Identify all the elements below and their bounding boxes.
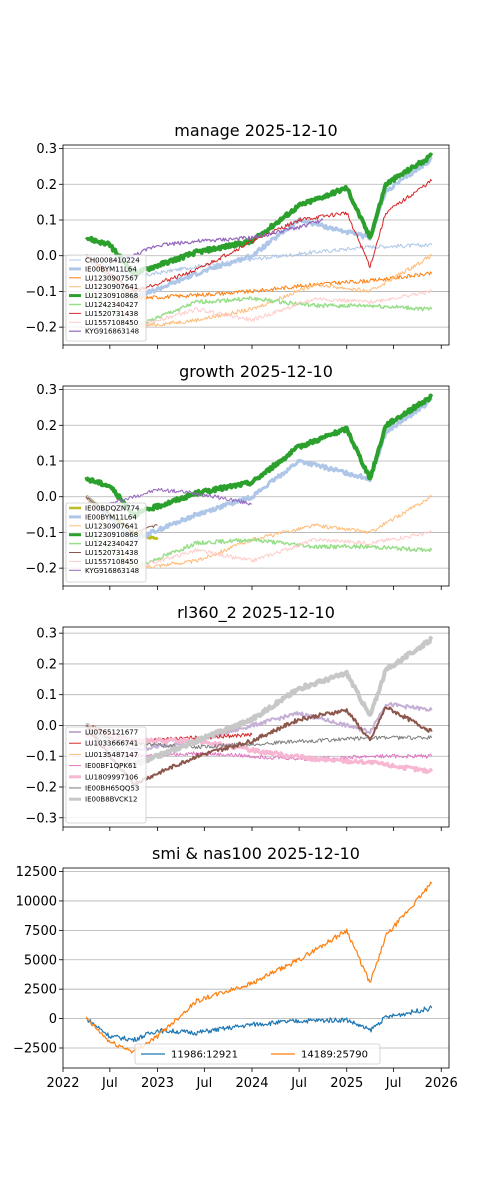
- legend-label: LU1230907567: [85, 274, 138, 282]
- x-tick-label: 2023: [141, 1076, 174, 1091]
- chart-title: growth 2025-12-10: [179, 362, 333, 381]
- legend: LU0765121677 LU1033666741 LU0135487147 IE00…: [65, 726, 147, 824]
- legend-label: LU1520731438: [85, 310, 138, 318]
- chart-panel-3: rl360_2 2025-12-10 −0.3 −0.2 −0.1 0.0 0.1 0.2 0…: [25, 603, 450, 831]
- legend-box: [65, 502, 147, 583]
- y-tick-label: 0.3: [36, 383, 57, 398]
- chart-title: smi & nas100 2025-12-10: [152, 844, 360, 863]
- legend-label: LU1230907641: [85, 283, 138, 291]
- legend-box: [65, 726, 147, 824]
- legend-label: LU1033666741: [85, 740, 138, 748]
- legend-label: KYG916863148: [85, 328, 139, 336]
- y-tick-label: 0.1: [36, 455, 57, 470]
- legend-label: KYG916863148: [85, 567, 139, 575]
- legend-label: IE00BH65QQ53: [85, 785, 139, 793]
- axes-frame: [62, 144, 450, 346]
- legend: IE00BDQZN774IE00BYM11L64LU1230907641LU12…: [65, 502, 147, 583]
- y-tick-label: 0.0: [36, 249, 57, 264]
- legend-box: [65, 254, 147, 342]
- y-tick-label: 2500: [24, 983, 57, 998]
- series-line-1: [86, 1005, 433, 1043]
- y-tick-label: 7500: [24, 924, 57, 939]
- y-tick-label: 0.1: [36, 688, 57, 703]
- y-tick-label: 0.0: [36, 490, 57, 505]
- legend-label: LU1809997106: [85, 773, 139, 781]
- series-line-2: [85, 881, 433, 1054]
- series-line-8: [109, 487, 253, 506]
- legend-label: LU1242340427: [85, 301, 138, 309]
- y-tick-label: 10000: [16, 894, 57, 909]
- chart-panel-1: manage 2025-12-10 −0.2 −0.1 0.0 0.1 0.2 0.3 CH0…: [25, 121, 450, 349]
- y-tick-label: 0.2: [36, 657, 57, 672]
- chart-panel-2: growth 2025-12-10 −0.2 −0.1 0.0 0.1 0.2 0.3 IE0…: [25, 362, 450, 590]
- legend-label: 11986:12921: [171, 1050, 238, 1061]
- x-tick-label: 2026: [425, 1076, 458, 1091]
- legend-label: IE00BYM11L64: [85, 265, 137, 273]
- legend-label: LU1230910868: [85, 292, 138, 300]
- y-tick-label: −0.1: [25, 526, 57, 541]
- chart-title: rl360_2 2025-12-10: [177, 603, 335, 623]
- legend-label: LU1557108450: [85, 558, 138, 566]
- legend-label: LU1557108450: [85, 319, 138, 327]
- plot-area: [85, 881, 433, 1054]
- y-tick-label: 0: [49, 1012, 57, 1027]
- legend-label: IE00B8BVCK12: [85, 796, 137, 804]
- x-tick-label: Jul: [385, 1076, 402, 1091]
- legend-box: [134, 1043, 381, 1065]
- y-tick-label: 0.3: [36, 142, 57, 157]
- x-tick-label: Jul: [196, 1076, 213, 1091]
- y-tick-label: 0.3: [36, 627, 57, 642]
- legend-label: CH0008410224: [85, 257, 140, 265]
- legend-label: LU0765121677: [85, 729, 138, 737]
- chart-panel-4: smi & nas100 2025-12-10 −2500 0 2500 5000 750…: [13, 844, 458, 1091]
- legend-label: LU1520731438: [85, 549, 138, 557]
- y-tick-label: −0.2: [25, 562, 57, 577]
- y-tick-label: 0.2: [36, 178, 57, 193]
- y-tick-label: 12500: [16, 865, 57, 880]
- x-tick-label: 2025: [330, 1076, 363, 1091]
- legend-label: IE00BF1QPK61: [85, 762, 137, 770]
- x-tick-label: 2024: [235, 1076, 268, 1091]
- y-tick-label: 0.0: [36, 719, 57, 734]
- axes-frame: [62, 385, 450, 587]
- legend-label: IE00BYM11L64: [85, 513, 137, 521]
- y-tick-label: −0.2: [25, 321, 57, 336]
- legend: 11986:12921 14189:25790: [134, 1043, 381, 1065]
- y-tick-label: −0.3: [25, 811, 57, 826]
- y-tick-label: −0.2: [25, 781, 57, 796]
- y-tick-label: 0.1: [36, 214, 57, 229]
- legend-label: LU0135487147: [85, 751, 138, 759]
- legend-label: LU1230907641: [85, 522, 138, 530]
- series-line-9: [109, 218, 324, 265]
- legend-label: LU1242340427: [85, 540, 138, 548]
- axes-frame: [62, 626, 450, 828]
- legend-label: LU1230910868: [85, 531, 138, 539]
- axes-frame: [62, 867, 450, 1069]
- legend-label: IE00BDQZN774: [85, 505, 140, 513]
- y-tick-label: −0.1: [25, 750, 57, 765]
- chart-title: manage 2025-12-10: [174, 121, 337, 140]
- y-tick-label: −2500: [13, 1042, 57, 1057]
- y-tick-label: 5000: [24, 953, 57, 968]
- x-tick-label: 2022: [46, 1076, 79, 1091]
- legend-label: 14189:25790: [301, 1050, 368, 1061]
- y-tick-label: −0.1: [25, 285, 57, 300]
- x-tick-label: Jul: [101, 1076, 118, 1091]
- x-tick-label: Jul: [290, 1076, 307, 1091]
- y-tick-label: 0.2: [36, 419, 57, 434]
- legend: CH0008410224IE00BYM11L64LU1230907567LU12…: [65, 254, 147, 342]
